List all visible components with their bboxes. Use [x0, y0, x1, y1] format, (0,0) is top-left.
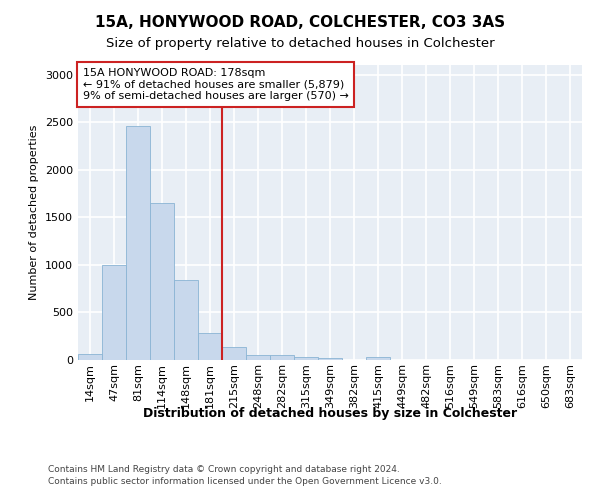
Bar [78, 354, 102, 360]
Text: Contains public sector information licensed under the Open Government Licence v3: Contains public sector information licen… [48, 478, 442, 486]
Bar [366, 356, 390, 360]
Bar [174, 280, 198, 360]
Text: Size of property relative to detached houses in Colchester: Size of property relative to detached ho… [106, 38, 494, 51]
Text: Contains HM Land Registry data © Crown copyright and database right 2024.: Contains HM Land Registry data © Crown c… [48, 465, 400, 474]
Bar [294, 357, 318, 360]
Text: 15A, HONYWOOD ROAD, COLCHESTER, CO3 3AS: 15A, HONYWOOD ROAD, COLCHESTER, CO3 3AS [95, 15, 505, 30]
Text: 15A HONYWOOD ROAD: 178sqm
← 91% of detached houses are smaller (5,879)
9% of sem: 15A HONYWOOD ROAD: 178sqm ← 91% of detac… [83, 68, 349, 101]
Bar [318, 358, 342, 360]
Y-axis label: Number of detached properties: Number of detached properties [29, 125, 40, 300]
Bar [126, 126, 150, 360]
Bar [150, 203, 174, 360]
Bar [222, 347, 246, 360]
Bar [102, 265, 126, 360]
Bar [246, 355, 270, 360]
Bar [270, 355, 294, 360]
Bar [198, 334, 222, 360]
Text: Distribution of detached houses by size in Colchester: Distribution of detached houses by size … [143, 408, 517, 420]
